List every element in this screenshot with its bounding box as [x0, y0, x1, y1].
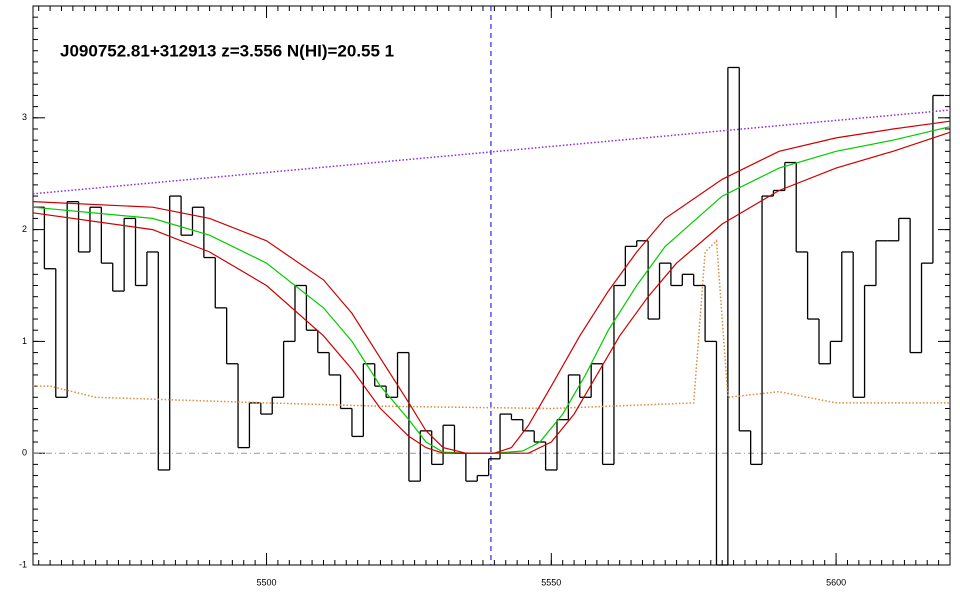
chart-title: J090752.81+312913 z=3.556 N(HI)=20.55 1 [60, 41, 394, 60]
y-tick-label: 3 [22, 112, 27, 122]
fit-curve [32, 131, 951, 454]
y-tick-label: 2 [22, 224, 27, 234]
fit-curve [32, 126, 951, 454]
x-tick-label: 5600 [826, 577, 846, 587]
dotted-curve [33, 239, 950, 410]
plot-frame [32, 5, 951, 566]
y-tick-label: 0 [22, 448, 27, 458]
y-tick-label: -1 [19, 559, 27, 569]
dotted-curve [32, 109, 951, 195]
x-tick-label: 5500 [257, 577, 277, 587]
y-tick-label: 1 [22, 336, 27, 346]
fit-curve [32, 120, 951, 454]
x-tick-label: 5550 [541, 577, 561, 587]
